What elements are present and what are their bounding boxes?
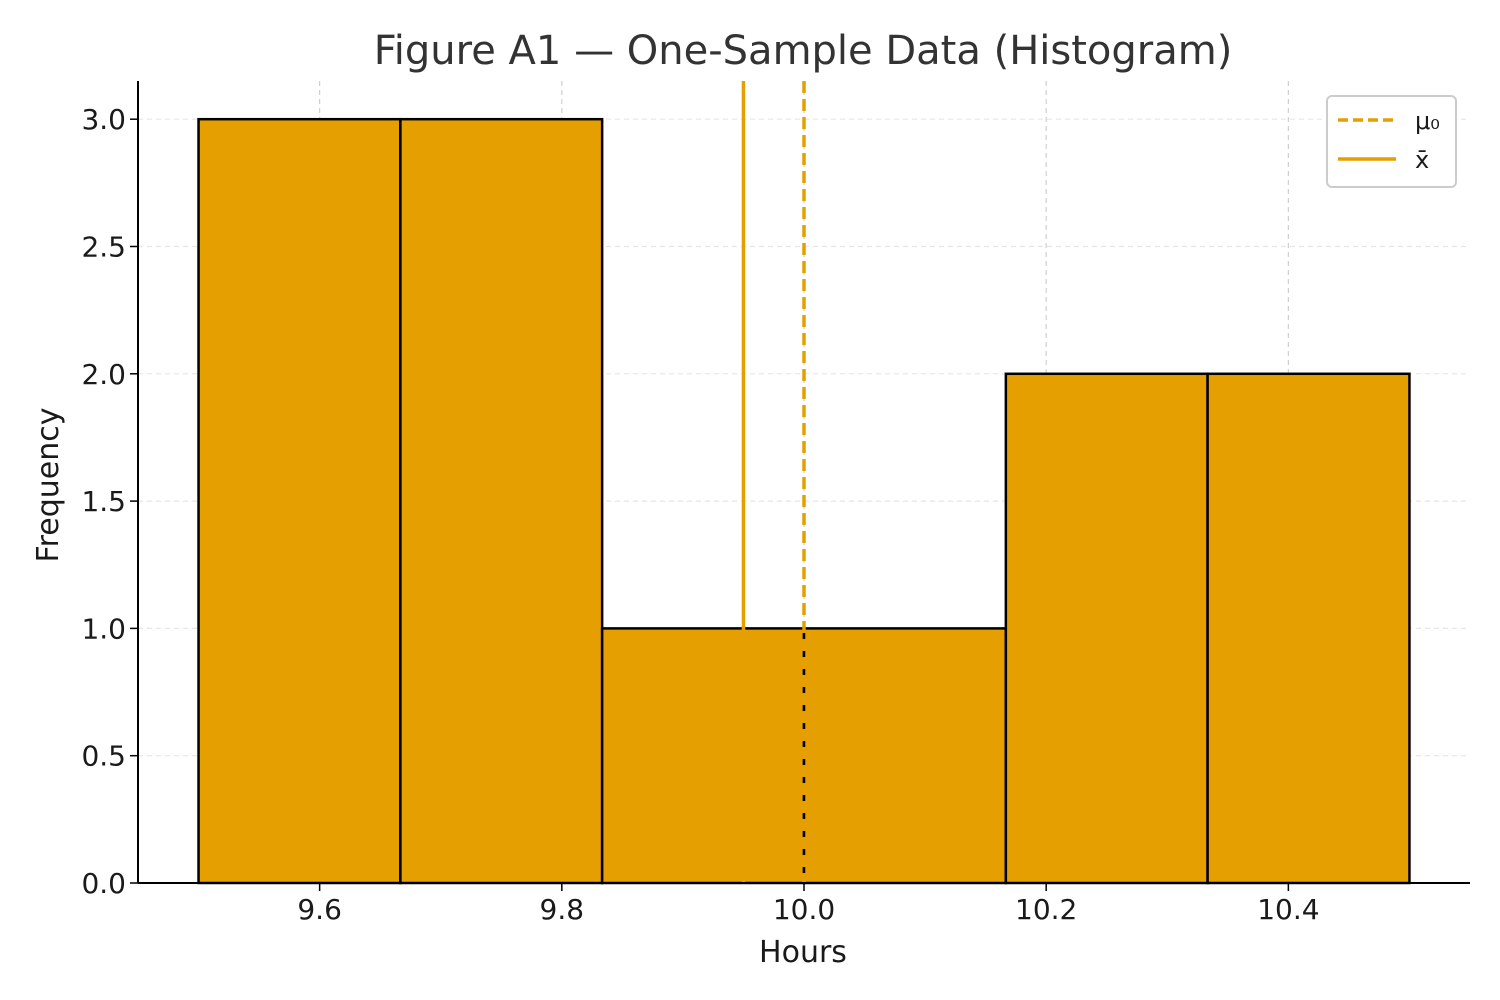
y-tick-label: 0.5: [81, 740, 126, 773]
legend-label-xbar: x̄: [1415, 146, 1429, 174]
y-axis-label: Frequency: [31, 408, 66, 563]
y-tick-label: 3.0: [81, 103, 126, 136]
y-tick-label: 1.5: [81, 485, 126, 518]
x-tick-label: 9.8: [540, 893, 585, 926]
histogram-bars: [197, 117, 1411, 885]
y-axis-ticks: 0.0 0.5 1.0 1.5 2.0 2.5 3.0: [81, 103, 138, 900]
y-tick-label: 0.0: [81, 867, 126, 900]
y-tick-label: 1.0: [81, 612, 126, 645]
x-tick-label: 10.2: [1015, 893, 1077, 926]
chart-title: Figure A1 — One-Sample Data (Histogram): [374, 28, 1233, 74]
histogram-bar: [600, 627, 806, 885]
reference-lines: [741, 81, 806, 883]
y-tick-label: 2.0: [81, 358, 126, 391]
histogram-bar: [197, 117, 402, 885]
x-tick-label: 10.0: [773, 893, 835, 926]
y-tick-label: 2.5: [81, 230, 126, 263]
legend: μ₀ x̄: [1326, 95, 1457, 188]
x-tick-label: 9.6: [297, 893, 342, 926]
histogram-bar: [802, 627, 1008, 885]
histogram-bar: [1004, 372, 1209, 885]
histogram-bar: [399, 117, 604, 885]
x-axis-label: Hours: [759, 935, 847, 970]
x-axis-ticks: 9.6 9.8 10.0 10.2 10.4: [297, 883, 1320, 926]
legend-label-mu0: μ₀: [1415, 107, 1440, 135]
histogram-bar: [1206, 372, 1411, 885]
x-tick-label: 10.4: [1257, 893, 1319, 926]
